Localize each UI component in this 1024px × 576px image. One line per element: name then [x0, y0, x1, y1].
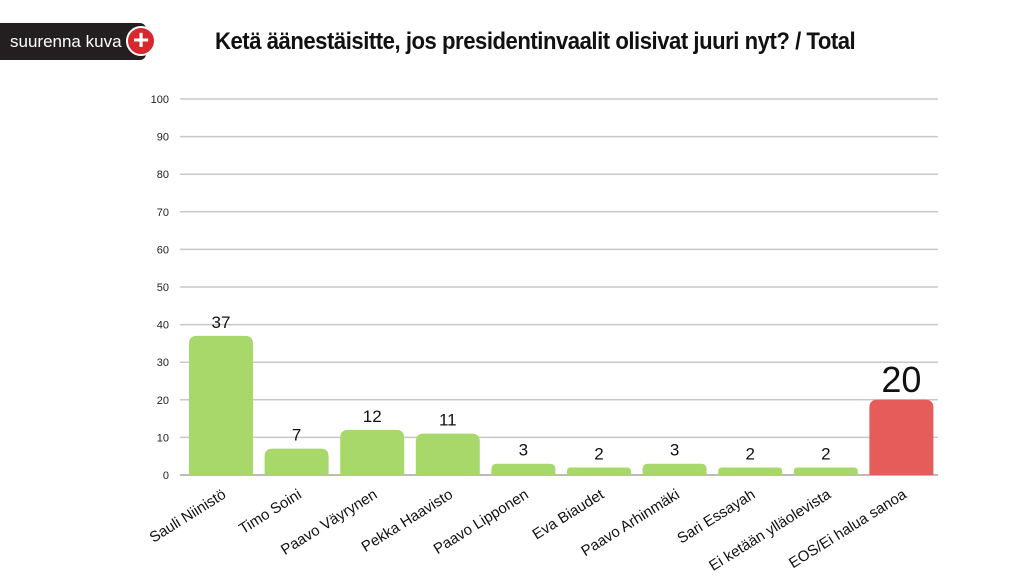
- data-label: 3: [519, 441, 528, 460]
- bar: [718, 467, 783, 475]
- plus-icon: +: [126, 26, 156, 56]
- y-tick-label: 30: [157, 357, 169, 369]
- bar: [567, 467, 631, 475]
- y-tick-label: 90: [157, 132, 169, 144]
- data-label: 12: [363, 407, 382, 426]
- y-tick-label: 0: [163, 470, 169, 482]
- y-tick-label: 60: [157, 244, 169, 256]
- bar: [491, 463, 556, 475]
- data-label: 3: [670, 441, 679, 460]
- y-tick-label: 40: [157, 320, 169, 332]
- enlarge-label: suurenna kuva: [10, 32, 122, 51]
- bar: [415, 433, 480, 475]
- bar: [642, 463, 707, 475]
- x-tick-label: Sauli Niinistö: [147, 486, 230, 546]
- bar: [793, 467, 858, 475]
- y-tick-label: 20: [157, 395, 169, 407]
- x-tick-label: Ei ketään ylläolevista: [706, 486, 834, 575]
- y-tick-label: 10: [157, 432, 169, 444]
- x-tick-label: Timo Soini: [236, 486, 305, 538]
- chart-title: Ketä äänestäisitte, jos presidentinvaali…: [215, 28, 856, 55]
- data-label: 2: [821, 444, 830, 463]
- bar: [340, 429, 405, 475]
- data-label: 7: [292, 426, 301, 445]
- y-tick-label: 100: [151, 94, 169, 106]
- bar: [264, 448, 329, 475]
- data-label: 2: [594, 444, 603, 463]
- data-label: 37: [212, 313, 231, 332]
- bar: [869, 399, 934, 475]
- enlarge-image-button[interactable]: suurenna kuva +: [0, 23, 156, 60]
- y-tick-label: 70: [157, 207, 169, 219]
- bar: [189, 335, 253, 475]
- data-label: 11: [439, 411, 457, 430]
- y-tick-label: 50: [157, 282, 169, 294]
- y-tick-label: 80: [157, 169, 169, 181]
- data-label: 20: [881, 359, 921, 400]
- data-label: 2: [745, 444, 754, 463]
